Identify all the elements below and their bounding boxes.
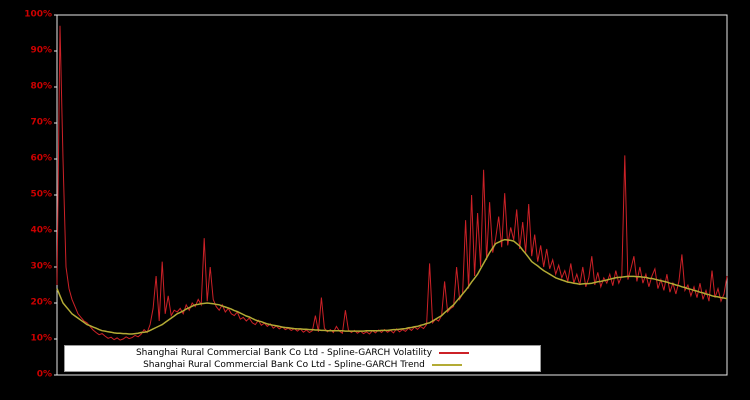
y-axis-tick-label: 0% — [36, 369, 52, 380]
y-axis-tick-label: 60% — [30, 153, 52, 164]
legend-label-volatility: Shanghai Rural Commercial Bank Co Ltd - … — [135, 347, 433, 358]
y-axis-tick-label: 10% — [30, 333, 52, 344]
y-axis-tick-label: 40% — [30, 225, 52, 236]
y-axis-tick-label: 20% — [30, 297, 52, 308]
y-axis-tick-label: 50% — [30, 189, 52, 200]
trend-line — [56, 238, 728, 335]
trend-line-swatch — [431, 363, 462, 366]
y-axis-tick-label: 30% — [30, 261, 52, 272]
legend-label-trend: Shanghai Rural Commercial Bank Co Ltd - … — [143, 359, 425, 370]
legend-row-trend: Shanghai Rural Commercial Bank Co Ltd - … — [65, 359, 540, 371]
y-axis-tick-label: 90% — [30, 45, 52, 56]
volatility-line — [56, 25, 728, 341]
volatility-line-swatch — [439, 351, 470, 354]
y-axis-tick-label: 70% — [30, 117, 52, 128]
y-axis-tick-label: 100% — [24, 9, 52, 20]
y-axis-tick-label: 80% — [30, 81, 52, 92]
plot-frame — [56, 14, 728, 376]
legend-row-volatility: Shanghai Rural Commercial Bank Co Ltd - … — [65, 347, 540, 359]
legend: Shanghai Rural Commercial Bank Co Ltd - … — [64, 345, 541, 372]
